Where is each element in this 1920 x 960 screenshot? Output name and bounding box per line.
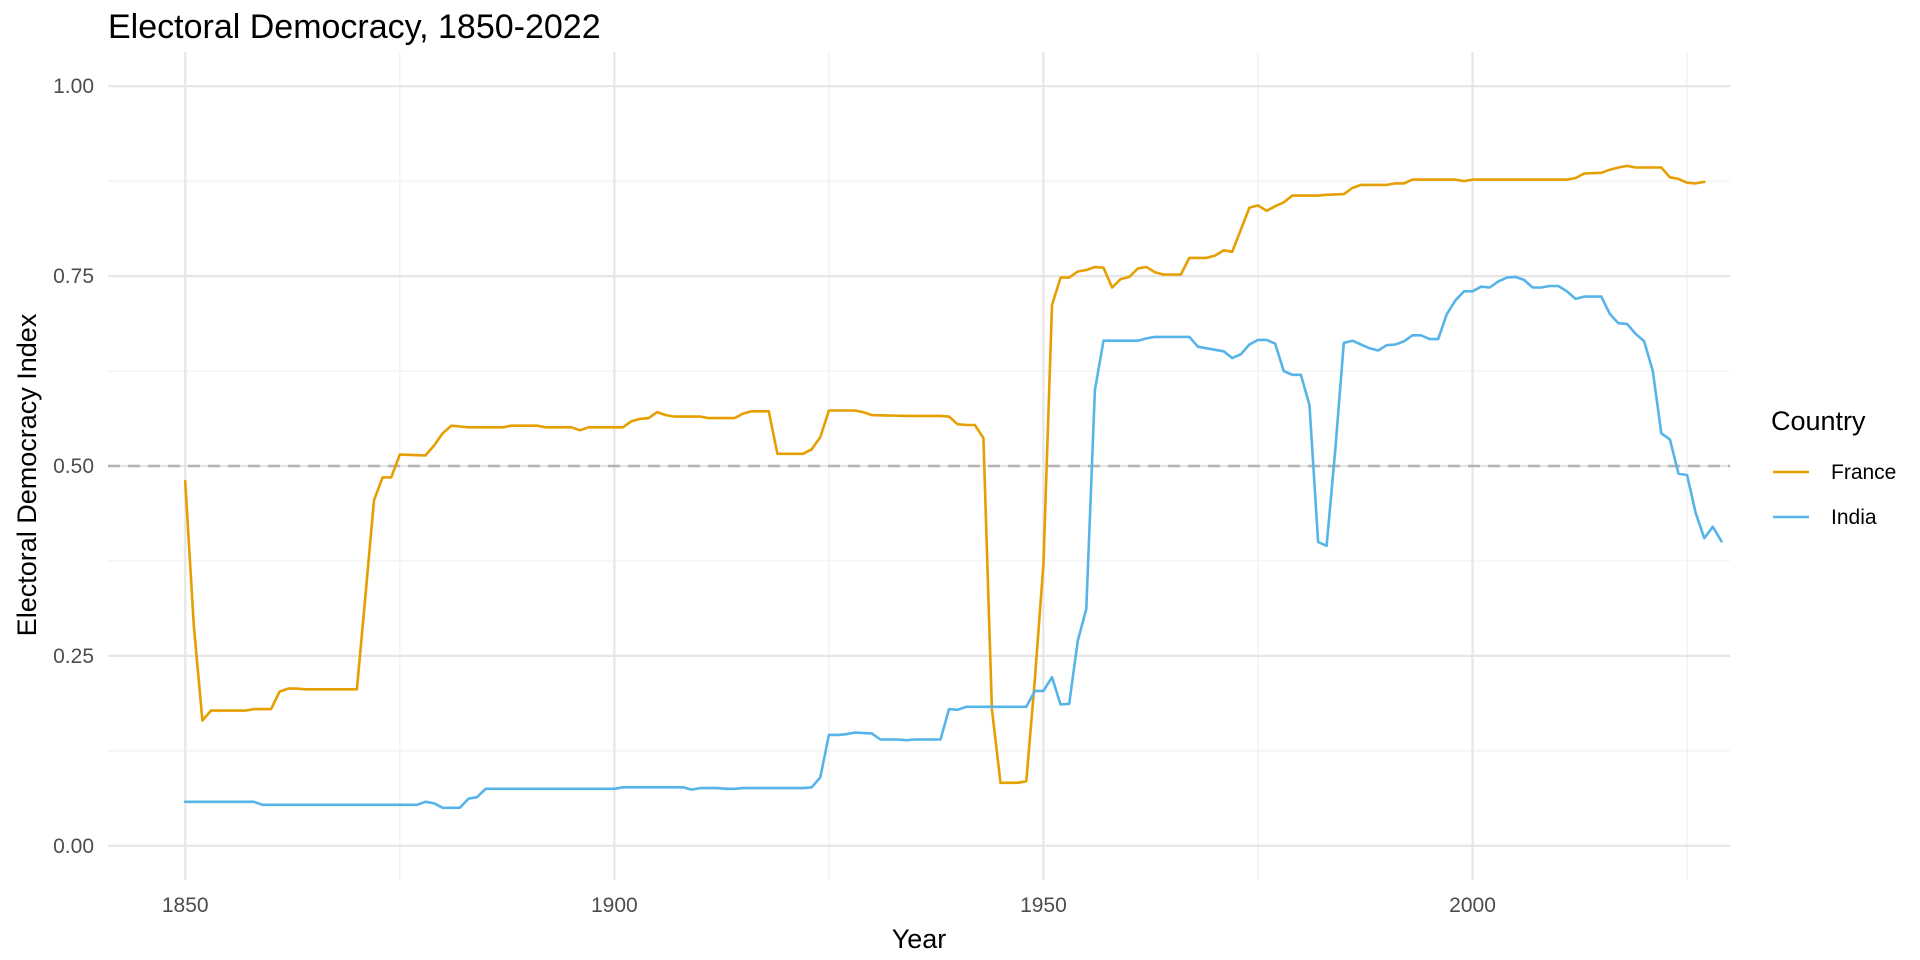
y-axis-title: Electoral Democracy Index — [12, 313, 42, 636]
legend: Country France India — [1771, 406, 1896, 529]
legend-label-france: France — [1831, 461, 1896, 484]
x-tick-label: 2000 — [1449, 894, 1496, 917]
y-tick-label: 0.25 — [53, 645, 94, 668]
series-line-india — [183, 275, 1723, 810]
x-tick-label: 1850 — [162, 894, 209, 917]
x-tick-label: 1900 — [591, 894, 638, 917]
y-tick-label: 1.00 — [53, 75, 94, 98]
y-tick-label: 0.00 — [53, 835, 94, 858]
x-axis-title: Year — [892, 924, 947, 954]
series-lines — [183, 164, 1723, 810]
y-axis-ticks: 0.00 0.25 0.50 0.75 1.00 — [53, 75, 94, 858]
chart-title: Electoral Democracy, 1850-2022 — [108, 8, 601, 46]
legend-title: Country — [1771, 406, 1866, 436]
x-tick-label: 1950 — [1020, 894, 1067, 917]
y-tick-label: 0.50 — [53, 455, 94, 478]
y-tick-label: 0.75 — [53, 265, 94, 288]
legend-label-india: India — [1831, 506, 1877, 529]
series-line-france — [183, 164, 1706, 785]
x-axis-ticks: 1850 1900 1950 2000 — [162, 894, 1496, 917]
